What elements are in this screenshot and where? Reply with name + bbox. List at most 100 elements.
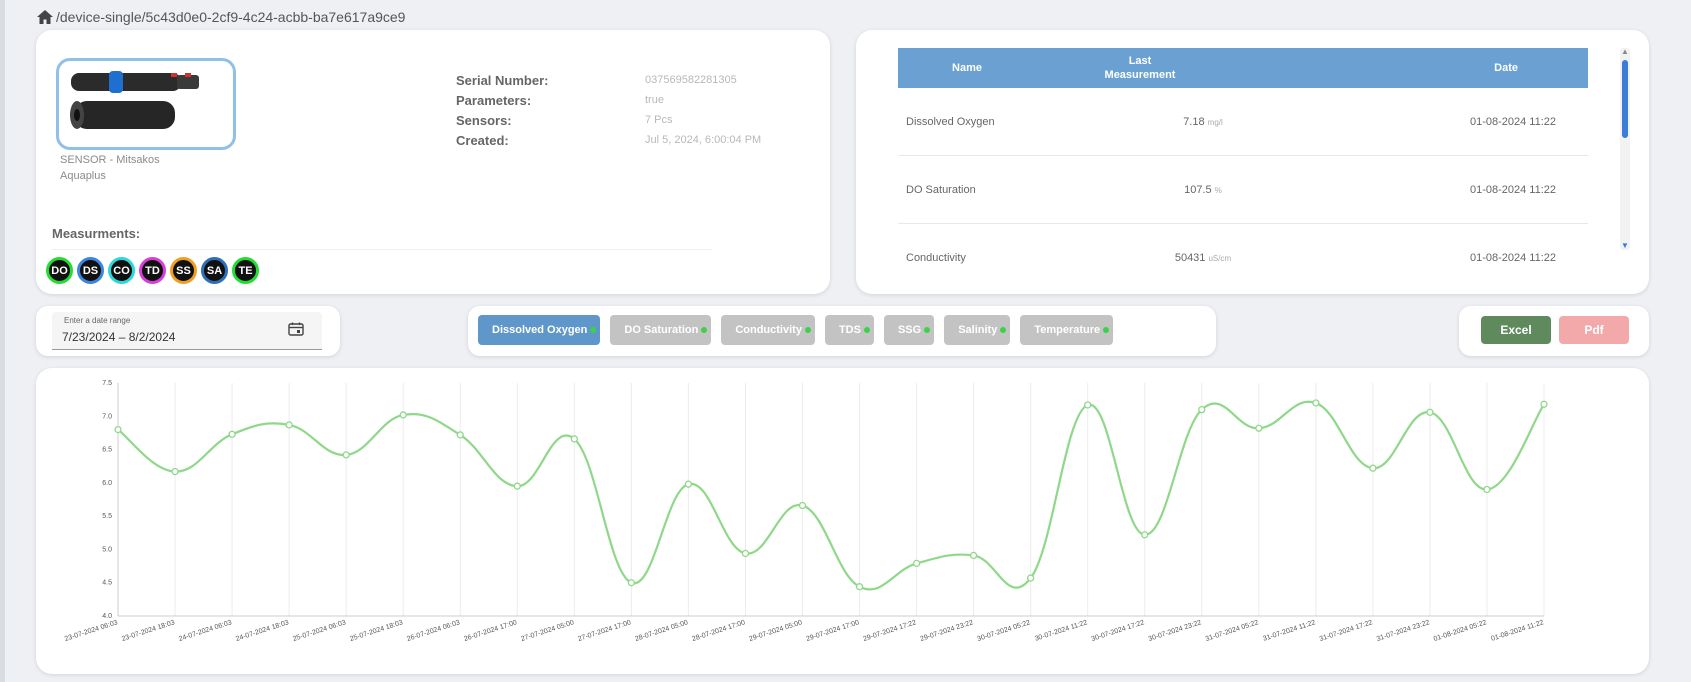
home-icon[interactable] [36,9,54,25]
data-point [684,480,693,488]
x-tick-label: 30-07-2024 23:22 [1148,619,1203,643]
badge-sa[interactable]: SA [201,257,228,284]
calendar-icon[interactable] [288,322,304,336]
x-tick-label: 23-07-2024 06:03 [64,619,119,643]
date-range-value[interactable]: 7/23/2024 – 8/2/2024 [62,330,176,344]
measurements-table[interactable]: Name Last Measurement Date Dissolved Oxy… [898,48,1588,280]
scroll-thumb[interactable] [1622,60,1628,138]
device-caption: SENSOR - Mitsakos Aquaplus [60,154,160,182]
table-scrollbar[interactable]: ▲ ▼ [1620,48,1630,250]
sensor-device-icon [70,71,199,129]
line-chart: 4.0 4.5 5.0 5.5 6.0 6.5 7.0 7.5 23-07-2024 06:03… [64,380,1548,643]
y-tick-label: 4.5 [102,580,112,587]
data-point [228,430,236,438]
param-dissolved-oxygen-button[interactable]: Dissolved Oxygen [478,315,601,345]
param-temperature-button[interactable]: Temperature [1020,315,1114,345]
param-ssg-button[interactable]: SSG [883,315,935,345]
data-point [1141,531,1149,539]
x-tick-label: 28-07-2024 05:00 [634,619,689,643]
x-tick-label: 29-07-2024 05:00 [748,619,803,643]
x-tick-label: 28-07-2024 17:00 [691,619,746,643]
table-row: Dissolved Oxygen 7.18 mg/l 01-08-2024 11… [898,88,1588,156]
data-point [1483,485,1491,494]
badge-co[interactable]: CO [108,257,135,284]
param-do-saturation-button[interactable]: DO Saturation [610,315,712,345]
param-conductivity-button[interactable]: Conductivity [721,315,815,345]
date-range-label: Enter a date range [64,316,131,325]
y-tick-label: 5.5 [102,513,112,520]
y-tick-label: 5.0 [102,546,112,553]
badge-ss[interactable]: SS [170,257,197,284]
info-serial: Serial Number: 037569582281305 [456,72,737,88]
device-card: SENSOR - Mitsakos Aquaplus Serial Number… [36,30,830,294]
badge-td[interactable]: TD [139,257,166,284]
scroll-down-icon[interactable]: ▼ [1621,241,1629,250]
y-tick-label: 6.5 [102,447,112,454]
badge-ds[interactable]: DS [77,257,104,284]
export-card: Excel Pdf [1459,306,1649,356]
x-tick-label: 24-07-2024 06:03 [178,619,233,643]
data-point [1026,574,1035,582]
window-edge [0,0,5,682]
measurements-label: Measurments: [52,226,141,241]
status-dot-icon [1000,327,1007,333]
excel-export-button[interactable]: Excel [1481,316,1551,344]
status-dot-icon [701,327,708,333]
date-range-input[interactable]: Enter a date range 7/23/2024 – 8/2/2024 [52,312,322,350]
x-tick-label: 30-07-2024 11:22 [1034,619,1088,643]
data-point [798,501,807,510]
data-point [1084,401,1092,409]
breadcrumb: /device-single/5c43d0e0-2cf9-4c24-acbb-b… [36,8,405,26]
data-point [969,551,978,560]
x-tick-label: 30-07-2024 17:22 [1091,619,1146,643]
x-tick-label: 01-08-2024 05:22 [1433,619,1488,643]
measurements-table-card: Name Last Measurement Date Dissolved Oxy… [856,30,1649,294]
header-name: Name [952,62,982,74]
date-range-card: Enter a date range 7/23/2024 – 8/2/2024 [36,306,340,356]
data-point [114,425,122,434]
x-tick-label: 29-07-2024 23:22 [919,619,974,643]
data-point [342,451,350,459]
data-point [912,559,921,568]
x-tick-label: 31-07-2024 05:22 [1205,619,1260,643]
y-tick-label: 4.0 [102,613,112,620]
status-dot-icon [804,327,811,333]
x-tick-label: 30-07-2024 05:22 [977,619,1032,643]
x-tick-label: 31-07-2024 11:22 [1262,619,1316,643]
data-point [1255,424,1263,432]
status-dot-icon [863,327,870,333]
breadcrumb-path: /device-single/5c43d0e0-2cf9-4c24-acbb-b… [56,9,406,25]
status-dot-icon [590,327,597,333]
pdf-export-button[interactable]: Pdf [1559,316,1629,344]
parameter-selector: Dissolved Oxygen DO Saturation Conductiv… [468,306,1216,356]
header-date: Date [1494,62,1518,74]
param-tds-button[interactable]: TDS [824,315,874,345]
device-info: Serial Number: 037569582281305 Parameter… [456,70,761,150]
data-point [1198,405,1206,414]
x-tick-label: 25-07-2024 18:03 [349,619,404,643]
data-point [1312,399,1320,407]
x-tick-label: 26-07-2024 17:00 [463,619,518,643]
data-point [570,435,578,443]
info-sensors: Sensors: 7 Pcs [456,112,673,128]
status-dot-icon [924,327,931,333]
data-point [855,583,864,591]
table-header: Name Last Measurement Date [898,48,1588,88]
scroll-up-icon[interactable]: ▲ [1621,47,1629,56]
x-tick-label: 01-08-2024 11:22 [1490,619,1544,643]
data-point [285,421,293,429]
badge-te[interactable]: TE [232,257,259,284]
chart-card: 4.0 4.5 5.0 5.5 6.0 6.5 7.0 7.5 23-07-2024 06:03… [36,368,1649,674]
badge-do[interactable]: DO [46,257,73,284]
data-point [513,482,521,490]
table-row: DO Saturation 107.5 % 01-08-2024 11:22 [898,156,1588,224]
data-point [627,579,636,587]
header-measurement: Last Measurement [1104,55,1176,81]
x-tick-label: 26-07-2024 06:03 [406,619,461,643]
data-point [171,467,179,476]
divider [52,249,712,250]
table-row: Conductivity 50431 uS/cm 01-08-2024 11:2… [898,224,1588,280]
data-point [399,411,407,419]
data-point [1426,408,1434,416]
param-salinity-button[interactable]: Salinity [944,315,1011,345]
